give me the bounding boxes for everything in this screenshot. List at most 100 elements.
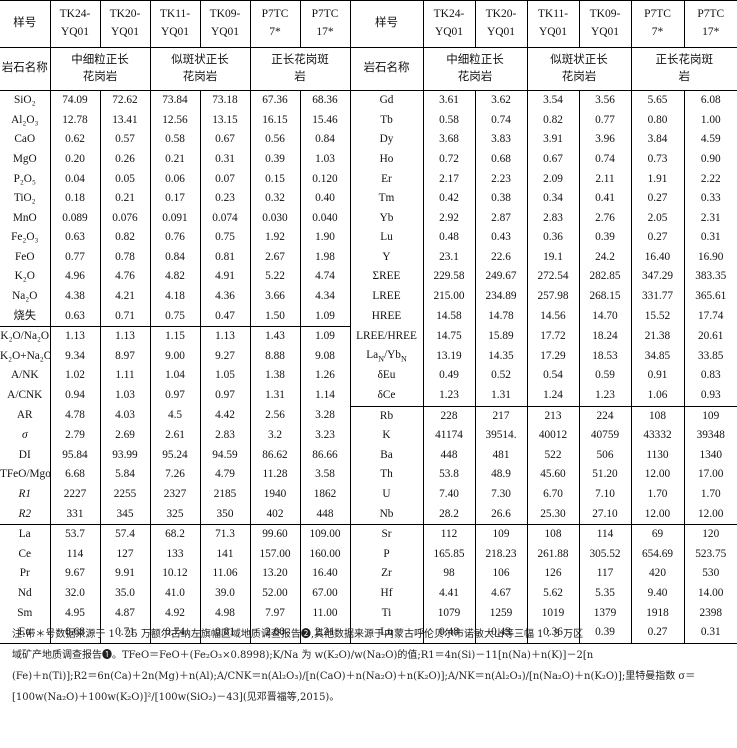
element-label: A/CNK bbox=[7, 389, 43, 402]
element-label: Ce bbox=[18, 547, 32, 560]
value-cell: 165.85 bbox=[422, 544, 475, 565]
value-cell: 2.23 bbox=[474, 169, 527, 189]
value-cell: 94.59 bbox=[199, 445, 250, 466]
value-cell: 1.70 bbox=[683, 484, 737, 505]
value-cell: 350 bbox=[199, 504, 250, 525]
value-cell: 52.00 bbox=[249, 583, 300, 604]
value-cell: 18.53 bbox=[578, 346, 631, 367]
value-cell: 127 bbox=[99, 544, 150, 565]
value-cell: 481 bbox=[474, 445, 527, 466]
value-cell: 26.6 bbox=[474, 504, 527, 525]
value-cell: 3.2 bbox=[249, 426, 300, 446]
value-cell: 1940 bbox=[249, 484, 300, 505]
element-label: DI bbox=[18, 448, 31, 461]
table-row: A/CNK 0.94 1.03 0.97 0.97 1.31 1.14 δCe 1.23 1.31… bbox=[0, 385, 737, 406]
value-cell: 17.00 bbox=[683, 465, 737, 485]
value-cell: 0.83 bbox=[683, 366, 737, 386]
value-cell: 522 bbox=[526, 445, 579, 466]
sample-name: TK11- YQ01 bbox=[526, 0, 579, 48]
value-cell: 108 bbox=[630, 405, 684, 427]
value-cell: 1.31 bbox=[249, 385, 300, 406]
value-cell: 2.11 bbox=[578, 169, 631, 189]
value-cell: 1.13 bbox=[49, 326, 100, 347]
value-cell: 4.18 bbox=[149, 286, 200, 307]
value-cell: 2.87 bbox=[474, 208, 527, 229]
value-cell: 2.05 bbox=[630, 208, 684, 229]
value-cell: 39348 bbox=[683, 426, 737, 446]
value-cell: 53.7 bbox=[49, 524, 100, 545]
geochemistry-table: 样号 TK24- YQ01 TK20- YQ01 TK11- YQ01 TK09- YQ… bbox=[0, 0, 737, 644]
value-cell: 11.00 bbox=[299, 603, 350, 624]
note-line: 注:带＊号数据来源于 1∶25 万额尔古纳左旗幅区域地质调查报告❷,其他数据来源… bbox=[12, 629, 584, 640]
element-label: Zr bbox=[349, 564, 423, 584]
sample-name: TK09- YQ01 bbox=[578, 0, 631, 48]
value-cell: 1.00 bbox=[683, 110, 737, 131]
value-cell: 305.52 bbox=[578, 544, 631, 565]
value-cell: 4.78 bbox=[49, 406, 100, 427]
value-cell: 0.074 bbox=[199, 208, 250, 229]
value-cell: 1.14 bbox=[299, 385, 350, 406]
value-cell: 0.81 bbox=[199, 623, 250, 644]
value-cell: 530 bbox=[683, 564, 737, 584]
value-cell: 11.06 bbox=[199, 564, 250, 584]
value-cell: 51.20 bbox=[578, 465, 631, 485]
value-cell: 3.91 bbox=[526, 130, 579, 150]
element-label: δCe bbox=[349, 385, 423, 406]
value-cell: 67.36 bbox=[249, 90, 300, 111]
value-cell: 0.06 bbox=[149, 169, 200, 189]
element-label: Al₂O₃ bbox=[11, 113, 39, 126]
value-cell: 0.74 bbox=[578, 149, 631, 170]
value-cell: 0.52 bbox=[474, 366, 527, 386]
value-cell: 4.36 bbox=[199, 286, 250, 307]
value-cell: 2.83 bbox=[199, 426, 250, 446]
element-label: La bbox=[0, 524, 50, 545]
value-cell: 249.67 bbox=[474, 267, 527, 287]
value-cell: 4.59 bbox=[683, 130, 737, 150]
value-cell: 0.77 bbox=[49, 247, 100, 268]
value-cell: 0.48 bbox=[422, 228, 475, 248]
value-cell: 0.62 bbox=[49, 130, 100, 150]
value-cell: 0.091 bbox=[149, 208, 200, 229]
table-row: R1 2227 2255 2327 2185 1940 1862 U 7.40 7.30 6.70 7… bbox=[0, 484, 737, 505]
value-cell: 9.27 bbox=[199, 346, 250, 367]
value-cell: 0.82 bbox=[526, 110, 579, 131]
value-cell: 33.85 bbox=[683, 346, 737, 367]
element-label: Hf bbox=[349, 583, 423, 604]
value-cell: 1379 bbox=[578, 603, 631, 624]
element-label: 烧失 bbox=[13, 309, 37, 322]
value-cell: 325 bbox=[149, 504, 200, 525]
value-cell: 5.65 bbox=[630, 90, 684, 111]
value-cell: 15.46 bbox=[299, 110, 350, 131]
element-label: Pr bbox=[19, 567, 30, 580]
value-cell: 71.3 bbox=[199, 524, 250, 545]
value-cell: 3.66 bbox=[249, 286, 300, 307]
value-cell: 16.40 bbox=[299, 564, 350, 584]
value-cell: 41174 bbox=[422, 426, 475, 446]
value-cell: 0.82 bbox=[99, 228, 150, 248]
table-row: R2 331 345 325 350 402 448 Nb 28.2 26.6 25.30 27.10… bbox=[0, 504, 737, 525]
value-cell: 365.61 bbox=[683, 286, 737, 307]
value-cell: 1.23 bbox=[422, 385, 475, 406]
element-label: Nd bbox=[17, 586, 32, 599]
value-cell: 0.56 bbox=[249, 130, 300, 150]
element-label: Nb bbox=[349, 504, 423, 525]
value-cell: 0.18 bbox=[49, 188, 100, 209]
value-cell: 7.40 bbox=[422, 484, 475, 505]
value-cell: 217 bbox=[474, 405, 527, 427]
table-row: TFeO/Mgo 6.68 5.84 7.26 4.79 11.28 3.58 Th 53.8 4… bbox=[0, 465, 737, 485]
value-cell: 0.94 bbox=[49, 385, 100, 406]
value-cell: 0.42 bbox=[422, 188, 475, 209]
value-cell: 4.5 bbox=[149, 406, 200, 427]
value-cell: 4.95 bbox=[49, 603, 100, 624]
value-cell: 4.87 bbox=[99, 603, 150, 624]
value-cell: 3.83 bbox=[474, 130, 527, 150]
value-cell: 448 bbox=[422, 445, 475, 466]
element-label: SiO₂ bbox=[13, 94, 36, 107]
value-cell: 1.70 bbox=[630, 484, 684, 505]
value-cell: 8.88 bbox=[249, 346, 300, 367]
value-cell: 0.77 bbox=[578, 110, 631, 131]
value-cell: 32.0 bbox=[49, 583, 100, 604]
sample-name: P7TC 17* bbox=[683, 0, 737, 48]
value-cell: 11.28 bbox=[249, 465, 300, 485]
